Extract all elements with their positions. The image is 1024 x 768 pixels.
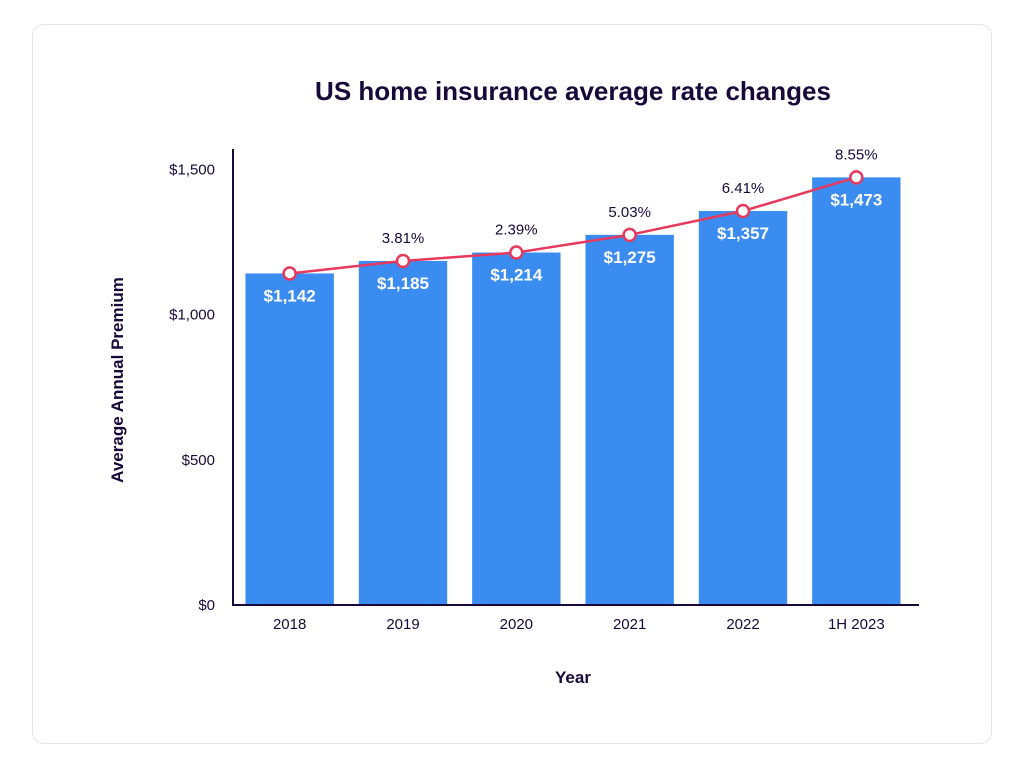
bar-value-label: $1,473 bbox=[830, 190, 882, 209]
bar-value-label: $1,214 bbox=[490, 266, 543, 285]
x-tick-label: 2019 bbox=[386, 616, 419, 633]
premium-chart: US home insurance average rate changes $0… bbox=[33, 25, 993, 745]
trend-marker bbox=[737, 205, 749, 217]
trend-marker bbox=[510, 247, 522, 259]
y-tick-label: $0 bbox=[198, 597, 215, 614]
y-axis-label: Average Annual Premium bbox=[108, 277, 127, 483]
x-tick-label: 2021 bbox=[613, 616, 646, 633]
trend-marker bbox=[397, 255, 409, 267]
x-tick-label: 2022 bbox=[726, 616, 759, 633]
trend-marker bbox=[850, 171, 862, 183]
pct-label: 5.03% bbox=[608, 204, 651, 221]
bar bbox=[472, 253, 560, 605]
bar-value-label: $1,142 bbox=[264, 286, 316, 305]
bar-value-label: $1,275 bbox=[604, 248, 656, 267]
trend-marker bbox=[284, 267, 296, 279]
x-tick-label: 2020 bbox=[500, 616, 533, 633]
pct-label: 3.81% bbox=[382, 230, 425, 247]
x-axis-label: Year bbox=[555, 668, 591, 687]
x-tick-label: 2018 bbox=[273, 616, 306, 633]
bar bbox=[699, 211, 787, 605]
pct-label: 8.55% bbox=[835, 146, 878, 163]
y-tick-label: $500 bbox=[182, 452, 215, 469]
y-tick-label: $1,000 bbox=[169, 307, 215, 324]
bar bbox=[585, 235, 673, 605]
pct-label: 6.41% bbox=[722, 180, 765, 197]
bar bbox=[812, 177, 900, 605]
pct-label: 2.39% bbox=[495, 222, 538, 239]
bar-value-label: $1,357 bbox=[717, 224, 769, 243]
bar bbox=[359, 261, 447, 605]
trend-marker bbox=[624, 229, 636, 241]
chart-title: US home insurance average rate changes bbox=[315, 76, 831, 106]
bar bbox=[245, 273, 333, 605]
y-tick-label: $1,500 bbox=[169, 162, 215, 179]
chart-card: US home insurance average rate changes $0… bbox=[32, 24, 992, 744]
x-tick-label: 1H 2023 bbox=[828, 616, 885, 633]
bar-value-label: $1,185 bbox=[377, 274, 429, 293]
